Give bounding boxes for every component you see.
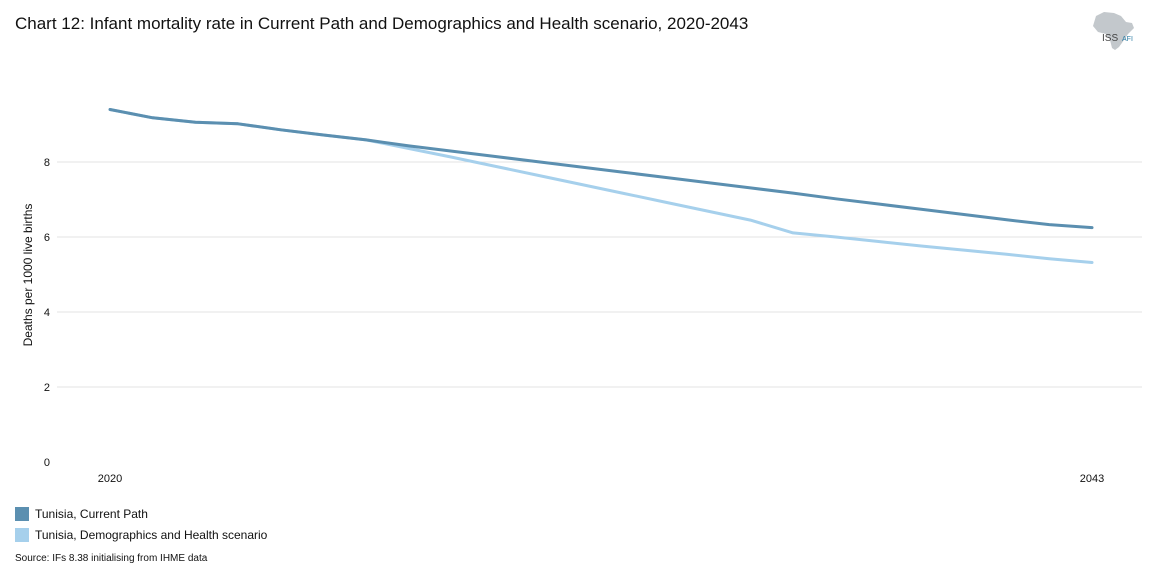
y-tick-label: 8 (44, 157, 50, 169)
legend: Tunisia, Current Path Tunisia, Demograph… (15, 504, 267, 546)
legend-item-current-path: Tunisia, Current Path (15, 504, 267, 524)
y-tick-label: 6 (44, 232, 50, 244)
legend-swatch-current-path (15, 507, 29, 521)
africa-map-icon (1093, 12, 1134, 50)
legend-item-demographics-health: Tunisia, Demographics and Health scenari… (15, 525, 267, 545)
y-axis-label: Deaths per 1000 live births (21, 203, 35, 347)
y-tick-label: 2 (44, 382, 50, 394)
iss-afi-logo: ISS AFI (1093, 12, 1134, 50)
series-line-current-path (108, 108, 1094, 230)
source-note: Source: IFs 8.38 initialising from IHME … (15, 553, 208, 564)
x-tick-label: 2043 (1080, 473, 1104, 485)
y-tick-label: 4 (44, 307, 50, 319)
y-tick-label: 0 (44, 457, 50, 469)
legend-swatch-demographics-health (15, 528, 29, 542)
legend-label-demographics-health: Tunisia, Demographics and Health scenari… (35, 528, 268, 542)
series-line-demographics-health (108, 108, 1094, 264)
logo-text-main: ISS (1102, 33, 1118, 44)
chart-title: Chart 12: Infant mortality rate in Curre… (15, 14, 749, 33)
x-tick-label: 2020 (98, 473, 122, 485)
logo-text-sub: AFI (1122, 36, 1133, 43)
legend-label-current-path: Tunisia, Current Path (35, 507, 148, 521)
